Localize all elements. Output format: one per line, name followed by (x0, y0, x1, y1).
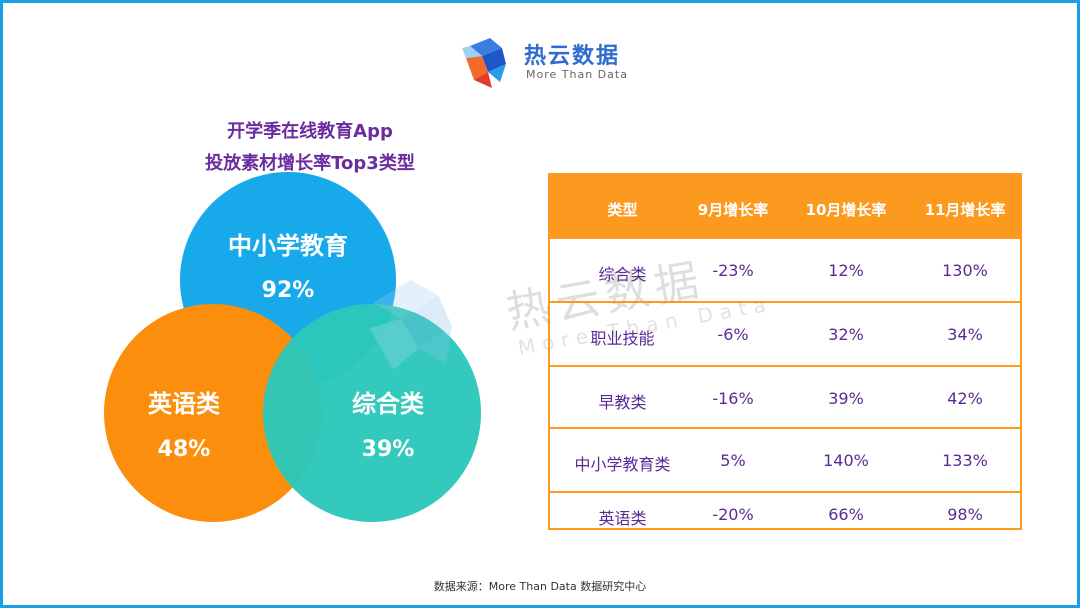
venn-circle-comprehensive (263, 304, 481, 522)
table-cell: 32% (828, 325, 864, 344)
table-cell: 12% (828, 261, 864, 280)
venn-label-english: 英语类 (148, 390, 220, 418)
cube-logo-icon (462, 38, 506, 88)
table-header-cell: 10月增长率 (805, 201, 887, 219)
table-cell: -6% (717, 325, 749, 344)
table-row: 综合类 -23% 12% 130% (550, 239, 1020, 303)
table-header-cell: 9月增长率 (697, 201, 769, 219)
chart-title-line2: 投放素材增长率Top3类型 (205, 153, 415, 174)
table-row: 早教类 -16% 39% 42% (550, 367, 1020, 429)
table-cell: -23% (712, 261, 754, 280)
table-cell: 133% (942, 451, 988, 470)
table-cell: 34% (947, 325, 983, 344)
venn-value-k12: 92% (261, 278, 315, 303)
table-header-cell: 类型 (607, 201, 638, 219)
brand-name: 热云数据 (524, 44, 621, 69)
brand-tagline: More Than Data (526, 68, 628, 81)
brand-logo: 热云数据 More Than Data (462, 36, 632, 92)
table-row: 英语类 -20% 66% 98% (550, 493, 1020, 532)
table-row: 职业技能 -6% 32% 34% (550, 303, 1020, 367)
table-header-cell: 11月增长率 (924, 201, 1006, 219)
table-cell: 综合类 (598, 265, 647, 284)
venn-value-comprehensive: 39% (361, 437, 415, 462)
table-cell: 130% (942, 261, 988, 280)
table-cell: 39% (828, 389, 864, 408)
venn-value-english: 48% (157, 437, 211, 462)
table-header: 类型 9月增长率 10月增长率 11月增长率 (550, 175, 1020, 239)
table-cell: 5% (720, 451, 746, 470)
table-row: 中小学教育类 5% 140% 133% (550, 429, 1020, 493)
table-cell: 职业技能 (590, 329, 655, 348)
table-cell: 英语类 (598, 509, 647, 528)
table-cell: 98% (947, 505, 983, 524)
venn-label-k12: 中小学教育 (228, 232, 348, 260)
table-cell: 42% (947, 389, 983, 408)
venn-label-comprehensive: 综合类 (352, 390, 424, 418)
table-cell: -20% (712, 505, 754, 524)
growth-rate-table: 类型 9月增长率 10月增长率 11月增长率 综合类 -23% 12% 130% 职业技… (548, 173, 1022, 530)
table-cell: 66% (828, 505, 864, 524)
chart-title-line1: 开学季在线教育App (227, 121, 393, 142)
table-cell: 早教类 (598, 393, 647, 412)
table-cell: 140% (823, 451, 869, 470)
table-cell: 中小学教育类 (574, 455, 671, 474)
table-cell: -16% (712, 389, 754, 408)
data-source-note: 数据来源：More Than Data 数据研究中心 (433, 580, 647, 593)
